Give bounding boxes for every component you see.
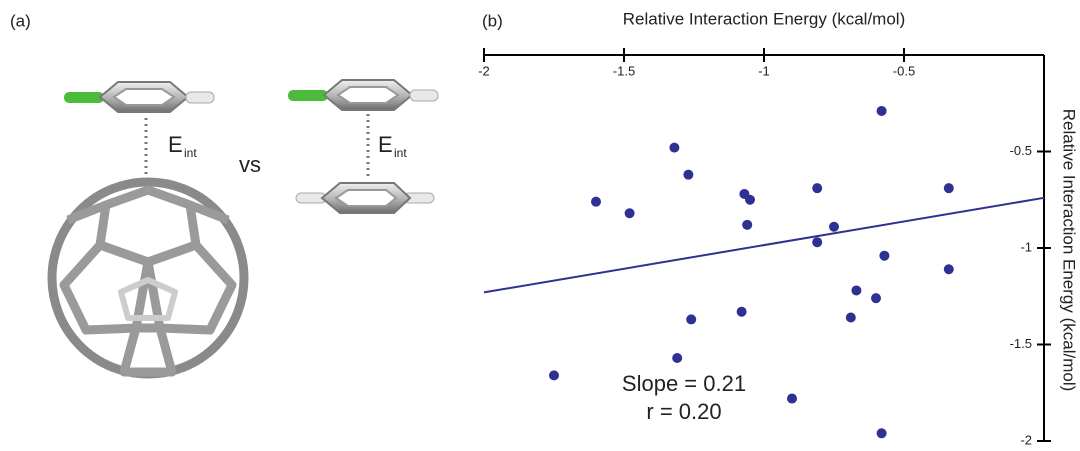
point — [624, 208, 635, 219]
point — [845, 312, 856, 323]
point — [591, 196, 601, 207]
fit-line — [483, 196, 1045, 294]
point — [686, 314, 697, 325]
point — [851, 285, 862, 296]
point — [672, 353, 683, 364]
point — [742, 219, 753, 230]
chlorobenzene-right — [288, 79, 439, 111]
panel-label: (a) — [10, 11, 31, 30]
point — [669, 142, 680, 153]
point — [879, 250, 890, 261]
point — [943, 183, 954, 194]
energy-subscript: int — [184, 146, 197, 160]
energy-symbol: E — [378, 132, 393, 157]
y-tick-label: -1.5 — [1010, 336, 1032, 351]
energy-symbol: E — [168, 132, 183, 157]
point — [745, 194, 755, 205]
x-tick-label: -1.5 — [613, 63, 635, 78]
point — [812, 183, 823, 194]
point — [943, 264, 954, 275]
point — [787, 393, 797, 404]
panel-label: (b) — [482, 11, 503, 30]
annotation: Slope = 0.21 — [622, 371, 746, 396]
x-tick-label: -0.5 — [893, 63, 915, 78]
y-tick-label: -1 — [1020, 239, 1032, 254]
benzene — [295, 182, 435, 214]
x-tick-label: -2 — [478, 63, 490, 78]
point — [736, 306, 747, 317]
versus: vs — [239, 152, 261, 177]
y-axis-label: Relative Interaction Energy (kcal/mol) — [1060, 109, 1079, 392]
point — [683, 169, 694, 180]
point — [876, 428, 887, 439]
y-tick-label: -2 — [1020, 432, 1032, 447]
point — [829, 221, 839, 232]
point — [812, 237, 823, 248]
point — [871, 293, 881, 304]
point — [876, 105, 887, 116]
y-tick-label: -0.5 — [1010, 143, 1032, 158]
x-axis-label: Relative Interaction Energy (kcal/mol) — [623, 9, 906, 28]
energy-subscript: int — [394, 146, 407, 160]
x-tick-label: -1 — [758, 63, 770, 78]
fullerene — [47, 177, 249, 379]
chlorobenzene-left — [64, 81, 215, 113]
point — [549, 370, 559, 381]
annotation: r = 0.20 — [646, 399, 721, 424]
